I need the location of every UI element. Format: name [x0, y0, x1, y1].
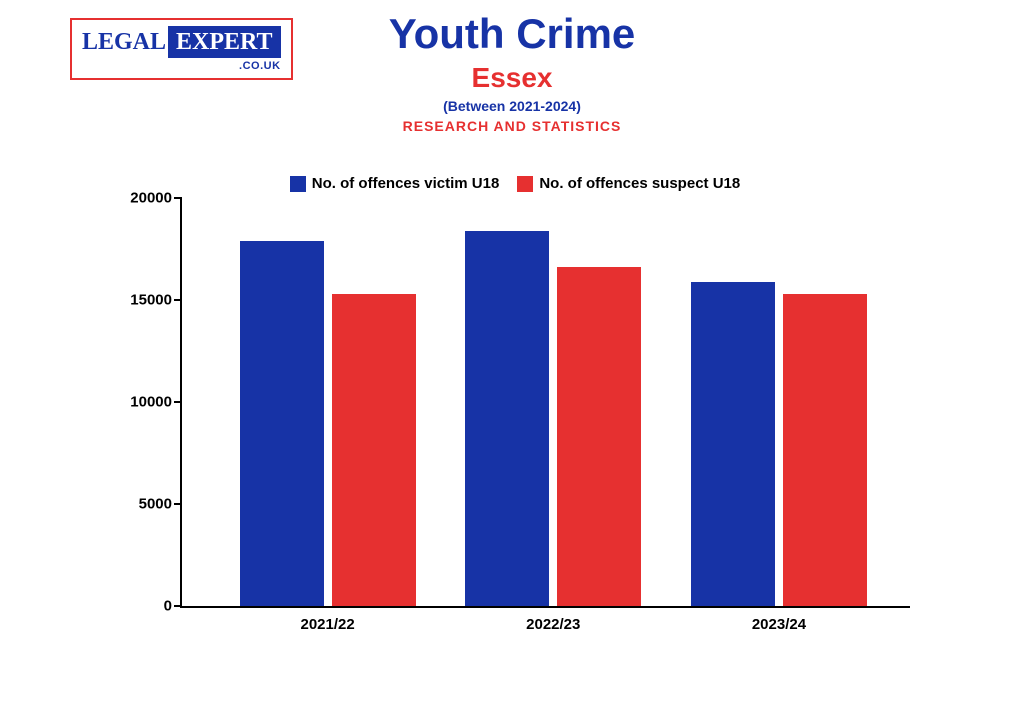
y-tick-label: 10000	[130, 394, 172, 411]
legend-swatch-victim	[290, 176, 306, 192]
legend-item-suspect: No. of offences suspect U18	[517, 175, 740, 192]
bar-victim	[465, 231, 549, 606]
legend-item-victim: No. of offences victim U18	[290, 175, 500, 192]
legend: No. of offences victim U18 No. of offenc…	[120, 175, 910, 192]
logo-word-expert: EXPERT	[168, 26, 281, 58]
logo-word-legal: LEGAL	[82, 26, 168, 58]
x-tick-label: 2021/22	[300, 616, 354, 633]
y-tick-label: 20000	[130, 190, 172, 207]
y-tick-label: 5000	[139, 496, 172, 513]
logo-main: LEGAL EXPERT	[82, 26, 281, 58]
logo: LEGAL EXPERT .CO.UK	[70, 18, 293, 80]
bar-group	[465, 231, 641, 606]
logo-subtext: .CO.UK	[239, 60, 281, 72]
plot-area	[182, 198, 910, 606]
x-tick-label: 2022/23	[526, 616, 580, 633]
x-tick-label: 2023/24	[752, 616, 806, 633]
bar-group	[240, 241, 416, 606]
legend-label-suspect: No. of offences suspect U18	[539, 175, 740, 192]
bar-group	[691, 282, 867, 606]
chart-period: (Between 2021-2024)	[0, 98, 1024, 114]
y-tick-label: 15000	[130, 292, 172, 309]
chart-research-label: RESEARCH AND STATISTICS	[0, 118, 1024, 134]
bar-suspect	[557, 267, 641, 606]
y-tick-label: 0	[164, 598, 172, 615]
bar-victim	[240, 241, 324, 606]
legend-label-victim: No. of offences victim U18	[312, 175, 500, 192]
x-axis: 2021/22 2022/23 2023/24	[182, 610, 910, 638]
plot: 05000100001500020000 2021/222022/232023/…	[120, 198, 910, 638]
bar-suspect	[332, 294, 416, 606]
x-axis-line	[180, 606, 910, 608]
y-axis: 05000100001500020000	[110, 198, 180, 608]
bar-victim	[691, 282, 775, 606]
legend-swatch-suspect	[517, 176, 533, 192]
chart: No. of offences victim U18 No. of offenc…	[120, 175, 910, 675]
bar-suspect	[783, 294, 867, 606]
